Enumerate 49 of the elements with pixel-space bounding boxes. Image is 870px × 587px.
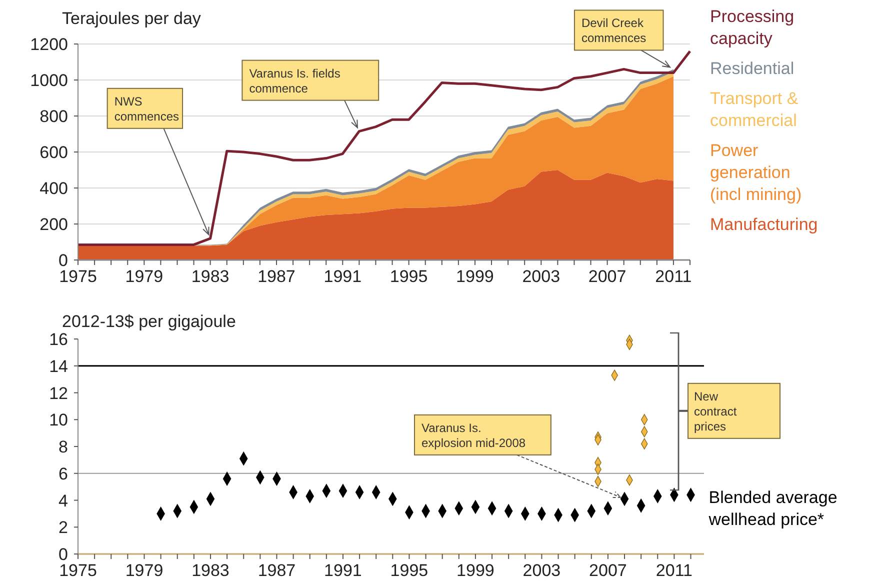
- y-tick-label: 8: [58, 438, 68, 456]
- y-tick-label: 200: [40, 215, 68, 234]
- text: New contract prices: [694, 389, 738, 434]
- text: Power generation (incl mining): [710, 141, 802, 204]
- x-tick-label: 1987: [258, 267, 296, 286]
- y-tick-label: 1200: [30, 35, 68, 54]
- annotation: NWS commences: [114, 94, 180, 124]
- y-axis-title: 2012-13$ per gigajoule: [62, 312, 236, 331]
- y-tick-label: 12: [49, 384, 68, 403]
- y-tick-label: 14: [49, 356, 68, 376]
- x-tick-label: 2011: [655, 267, 692, 286]
- text: Residential: [710, 59, 794, 78]
- y-tick-label: 0: [58, 545, 68, 564]
- x-tick-label: 2011: [656, 561, 692, 580]
- series-label: Blended average wellhead price*: [708, 488, 838, 529]
- x-tick-label: 1983: [192, 561, 230, 580]
- x-tick-label: 1983: [191, 267, 230, 286]
- x-tick-label: 1979: [125, 561, 164, 580]
- text: Manufacturing: [710, 215, 818, 234]
- annotation: Devil Creek commences: [581, 16, 646, 46]
- x-tick-label: 2003: [522, 561, 561, 580]
- x-tick-label: 2003: [522, 267, 560, 286]
- x-tick-label: 1991: [324, 267, 362, 286]
- y-tick-label: 1000: [30, 71, 68, 90]
- x-tick-label: 1975: [59, 561, 97, 580]
- x-tick-label: 2007: [589, 561, 627, 580]
- x-tick-label: 1995: [390, 267, 428, 286]
- x-tick-label: 1987: [258, 561, 296, 580]
- x-tick-label: 1991: [324, 561, 362, 580]
- x-tick-label: 2007: [588, 267, 626, 286]
- x-tick-label: 1999: [456, 267, 494, 286]
- text: Transport & commercial: [710, 89, 799, 130]
- y-tick-label: 16: [49, 330, 68, 349]
- series-label: Processing capacity: [710, 7, 794, 48]
- x-tick-label: 1979: [125, 267, 164, 286]
- y-tick-label: 800: [40, 107, 68, 126]
- annotation: Varanus Is. fields commence: [249, 66, 340, 96]
- y-tick-label: 4: [58, 491, 68, 510]
- x-tick-label: 1999: [456, 561, 494, 580]
- y-tick-label: 10: [49, 410, 68, 430]
- y-tick-label: 2: [58, 518, 68, 538]
- x-tick-label: 1995: [390, 561, 428, 580]
- y-tick-label: 6: [58, 464, 68, 484]
- y-tick-label: 400: [40, 179, 68, 198]
- y-tick-label: 600: [40, 143, 68, 162]
- y-axis-title: Terajoules per day: [62, 9, 202, 28]
- y-tick-label: 0: [58, 251, 68, 270]
- annotation: Varanus Is. explosion mid-2008: [422, 420, 526, 450]
- x-tick-label: 1975: [59, 267, 97, 286]
